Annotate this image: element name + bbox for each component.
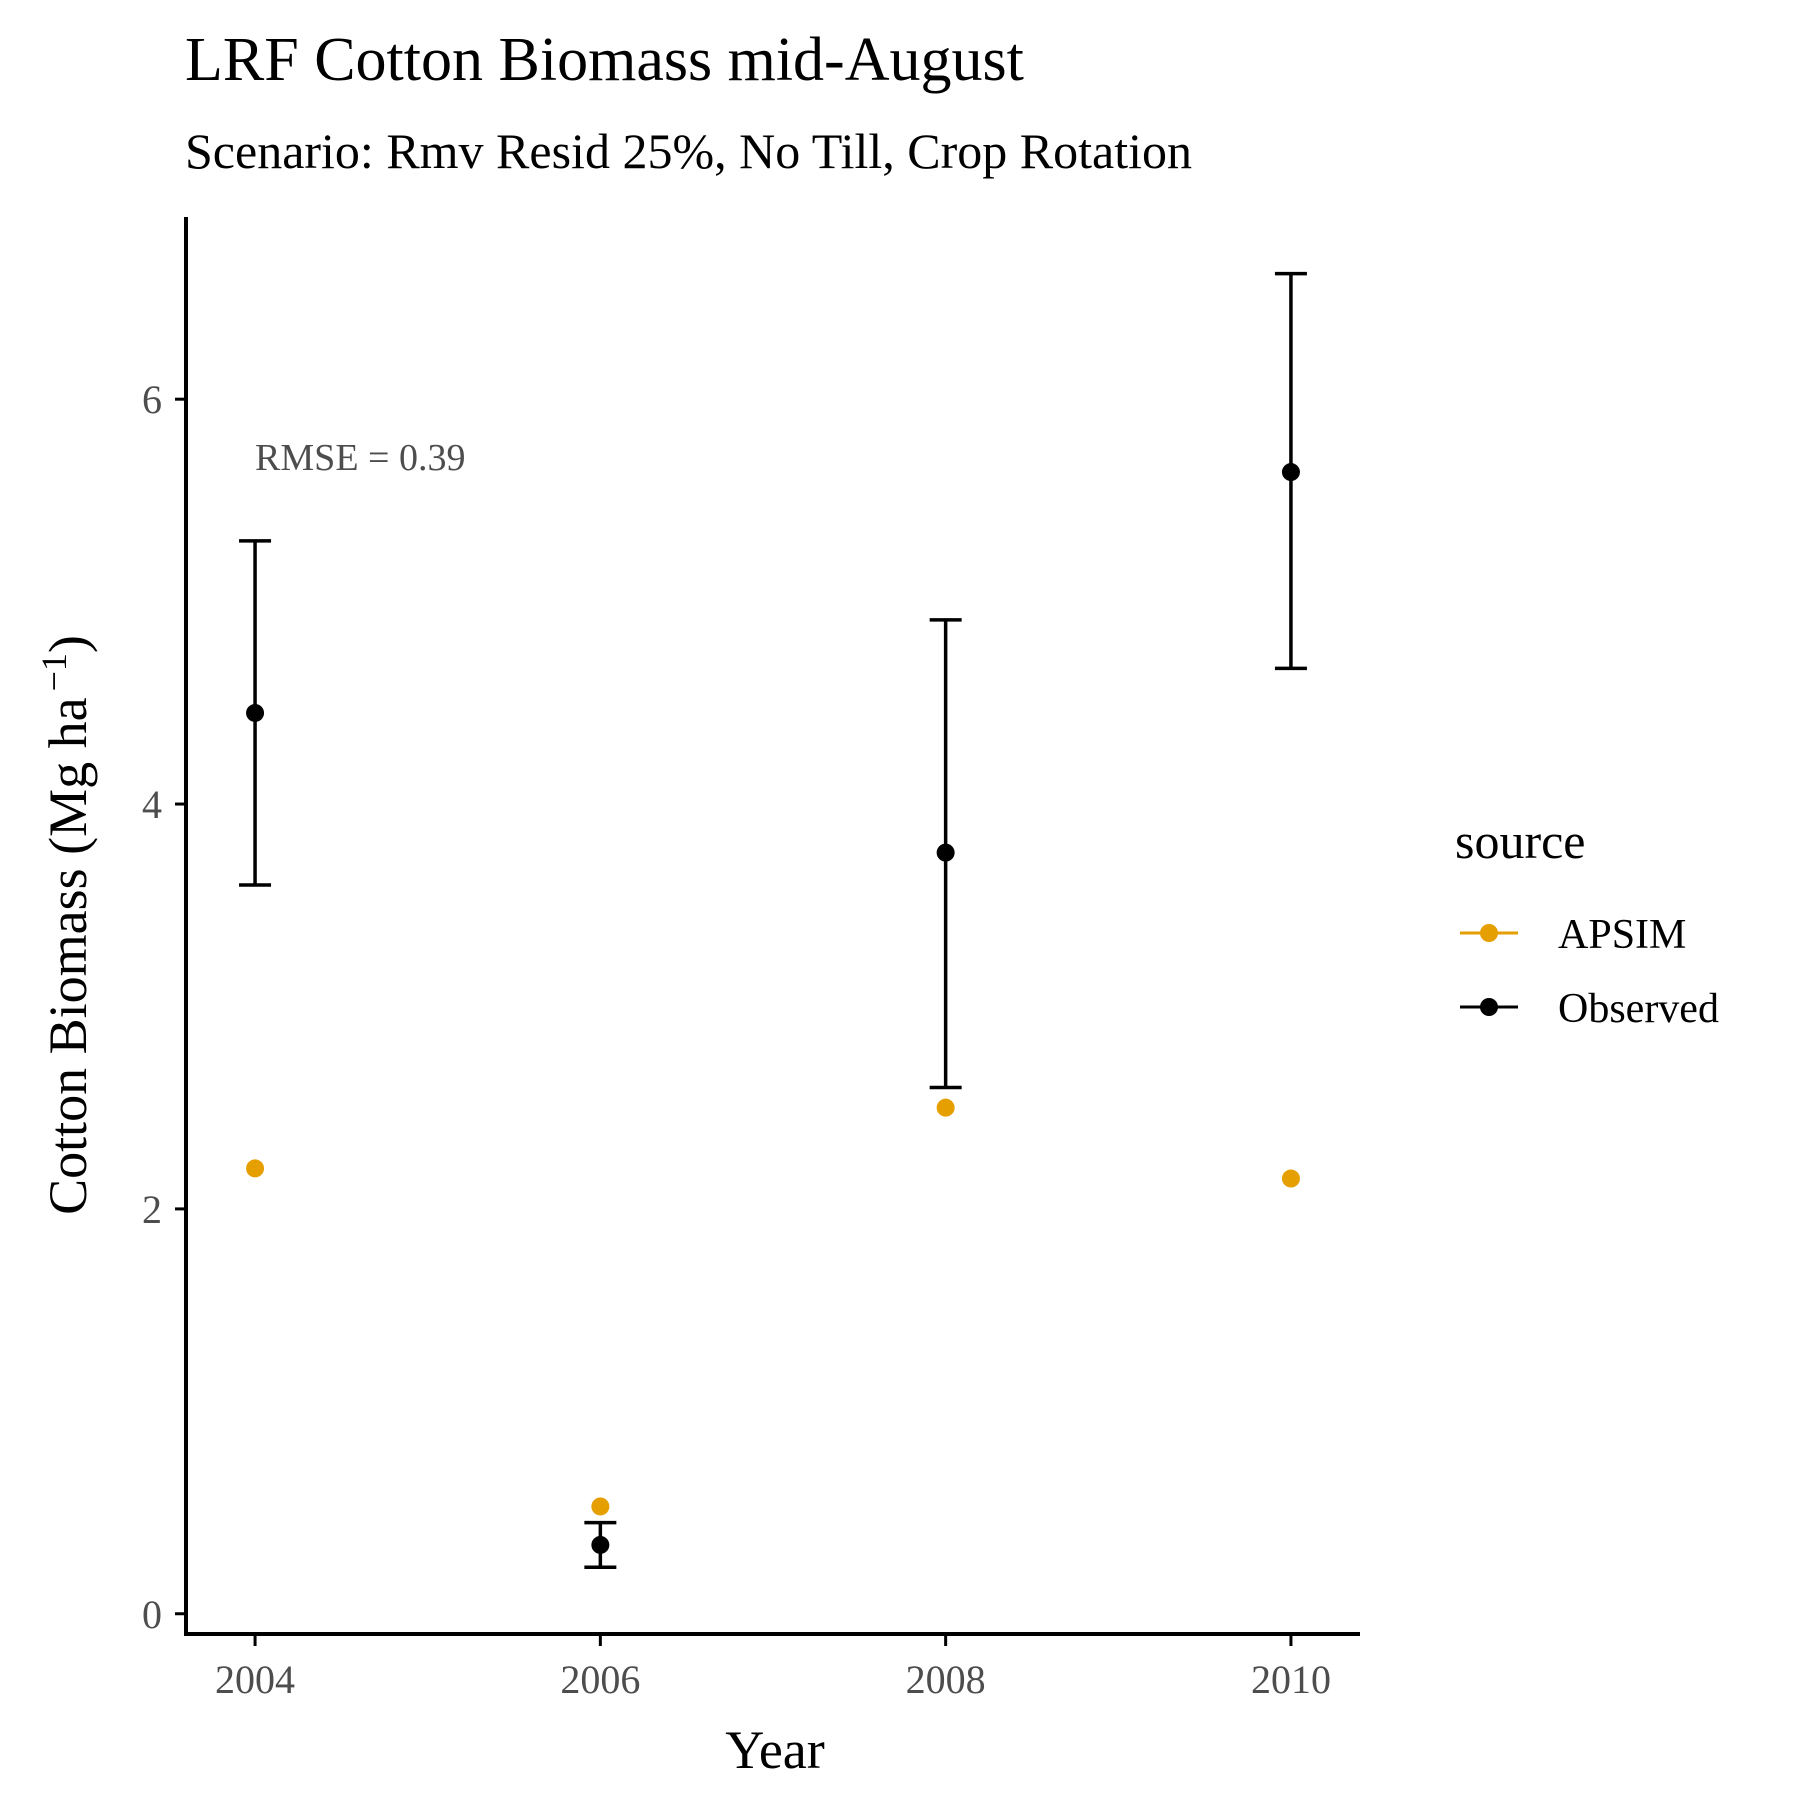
chart-subtitle: Scenario: Rmv Resid 25%, No Till, Crop R… [185,123,1192,179]
axes [184,217,1360,1636]
x-axis-title: Year [725,1720,825,1780]
y-axis-title: Cotton Biomass (Mg ha −1) [34,635,98,1215]
point-observed-2010 [1281,463,1300,482]
legend: source APSIM Observed [1455,813,1719,1032]
point-apsim-2006 [591,1497,610,1516]
y-axis-title-close: ) [38,635,98,653]
y-axis-title-sup: −1 [34,653,74,691]
point-apsim-2008 [936,1098,955,1117]
legend-item-observed: Observed [1460,986,1719,1032]
x-tick-label-2008: 2008 [906,1657,986,1702]
x-tick-label-2010: 2010 [1251,1657,1331,1702]
x-ticks: 2004 2006 2008 2010 [215,1634,1331,1702]
point-observed-2008 [936,843,955,862]
x-tick-label-2004: 2004 [215,1657,295,1702]
y-tick-label-0: 0 [142,1592,162,1637]
y-tick-label-6: 6 [142,377,162,422]
legend-key-point [1480,998,1498,1016]
y-axis-title-main: Cotton Biomass (Mg ha [38,697,98,1215]
y-tick-label-2: 2 [142,1187,162,1232]
legend-label-apsim: APSIM [1558,912,1686,958]
points [246,463,1300,1554]
legend-title: source [1455,813,1586,869]
y-ticks: 0 2 4 6 [142,377,186,1637]
chart-title: LRF Cotton Biomass mid-August [185,26,1024,94]
legend-item-apsim: APSIM [1460,912,1686,958]
legend-label-observed: Observed [1558,986,1719,1032]
point-apsim-2004 [246,1159,265,1178]
rmse-annotation: RMSE = 0.39 [255,437,465,479]
x-tick-label-2006: 2006 [560,1657,640,1702]
point-observed-2004 [246,703,265,722]
legend-key-point [1480,924,1498,942]
point-apsim-2010 [1281,1169,1300,1188]
point-observed-2006 [591,1535,610,1554]
y-tick-label-4: 4 [142,782,162,827]
